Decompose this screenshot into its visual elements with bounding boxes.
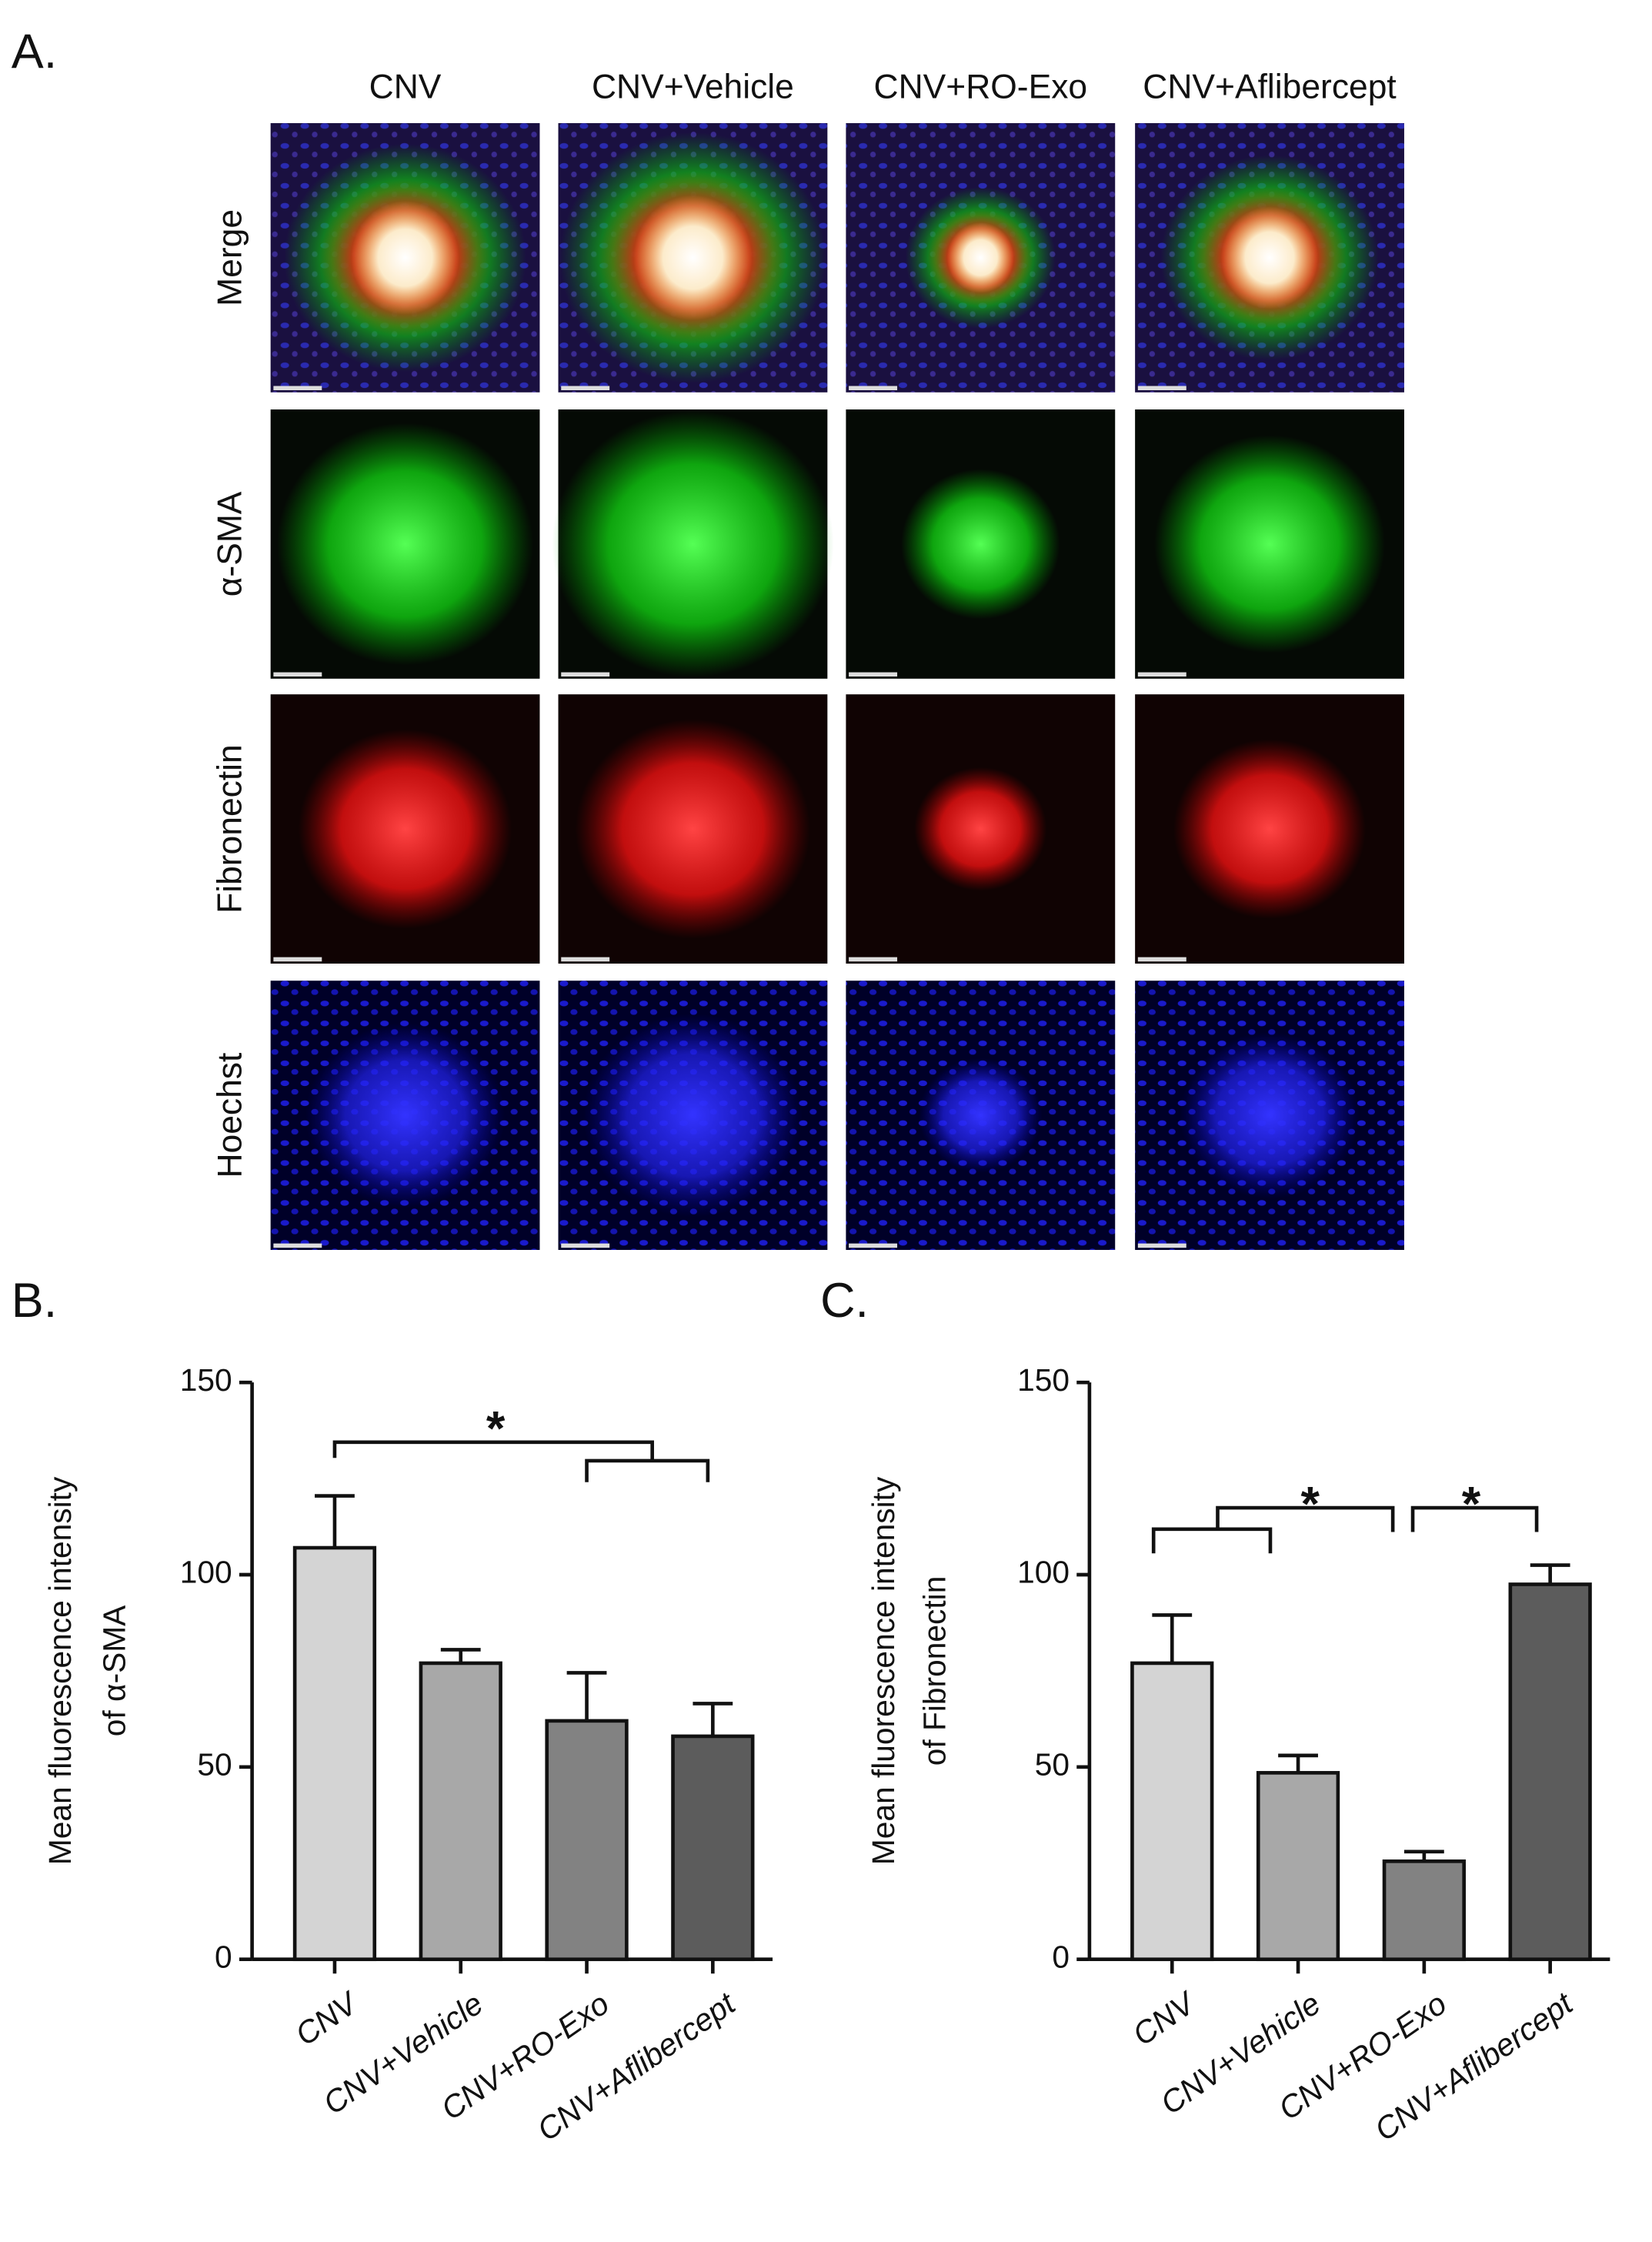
row-label: α-SMA xyxy=(211,491,249,596)
micrograph xyxy=(1135,981,1404,1251)
micrograph xyxy=(558,694,828,964)
stain-red xyxy=(575,719,811,939)
micrograph xyxy=(1135,122,1404,393)
y-axis-label: Mean fluorescence intensity xyxy=(42,1476,78,1865)
stain-overlap xyxy=(633,195,753,321)
x-tick-label: CNV xyxy=(1126,1984,1203,2053)
stain-green xyxy=(552,410,834,677)
y-tick-label: 50 xyxy=(1035,1747,1070,1783)
micrograph xyxy=(558,981,828,1251)
significance-star: * xyxy=(486,1402,506,1456)
column-header: CNV+Aflibercept xyxy=(1143,68,1397,105)
column-header: CNV xyxy=(369,68,442,105)
significance-star: * xyxy=(1301,1478,1320,1532)
bar xyxy=(1382,1859,1466,1962)
y-axis-label: Mean fluorescence intensity xyxy=(866,1476,901,1865)
y-tick-label: 100 xyxy=(180,1555,232,1590)
y-axis-label: of α-SMA xyxy=(97,1605,132,1736)
stain-overlap xyxy=(351,200,459,315)
significance-star: * xyxy=(1462,1478,1481,1532)
y-tick-label: 100 xyxy=(1017,1555,1070,1590)
stain-red xyxy=(914,767,1047,891)
charts: B. Mean fluorescence intensity of α-SMA 0 50… xyxy=(12,1274,1610,2148)
bar xyxy=(1508,1582,1592,1962)
bar xyxy=(1130,1661,1214,1962)
micrograph xyxy=(846,981,1116,1251)
y-tick-label: 150 xyxy=(180,1362,232,1398)
y-tick-label: 0 xyxy=(1052,1939,1070,1974)
micrograph xyxy=(270,409,540,679)
micrograph xyxy=(270,981,540,1251)
significance-bracket xyxy=(1216,1505,1395,1532)
stain-green xyxy=(276,423,534,666)
micrograph xyxy=(270,694,540,964)
stain-blue xyxy=(1180,1031,1360,1199)
significance-bracket xyxy=(585,1458,710,1482)
bar-chart: B. Mean fluorescence intensity of α-SMA 0 50… xyxy=(12,1274,773,2148)
panel-label: A. xyxy=(12,25,57,79)
bar-chart: C. Mean fluorescence intensity of Fibronec… xyxy=(820,1274,1610,2148)
bar xyxy=(419,1661,502,1962)
row-label: Hoechst xyxy=(211,1052,249,1178)
y-tick-label: 150 xyxy=(1017,1362,1070,1398)
stain-blue xyxy=(918,1058,1043,1173)
micrograph xyxy=(846,694,1116,964)
bar xyxy=(545,1719,629,1962)
micrograph xyxy=(270,122,540,393)
stain-red xyxy=(298,729,512,929)
column-header: CNV+Vehicle xyxy=(592,68,794,105)
micrograph xyxy=(1135,694,1404,964)
micrograph xyxy=(846,122,1116,393)
micrograph xyxy=(1135,409,1404,679)
significance-bracket xyxy=(1151,1527,1273,1554)
micrograph xyxy=(846,409,1116,679)
stain-red xyxy=(1173,739,1366,919)
stain-overlap xyxy=(1220,206,1319,309)
bar xyxy=(671,1734,755,1962)
column-header: CNV+RO-Exo xyxy=(874,68,1088,105)
panel-a: A. CNV CNV+Vehicle CNV+RO-Exo CNV+Aflibercep… xyxy=(12,25,1404,1251)
stain-blue xyxy=(582,1013,803,1218)
y-tick-label: 0 xyxy=(215,1939,232,1974)
panel-label: C. xyxy=(820,1274,869,1328)
row-label: Fibronectin xyxy=(211,744,249,914)
x-tick-label: CNV xyxy=(289,1984,365,2053)
bar xyxy=(292,1545,377,1962)
y-axis-label: of Fibronectin xyxy=(917,1576,953,1766)
panel-label: B. xyxy=(12,1274,57,1328)
y-tick-label: 50 xyxy=(197,1747,232,1783)
row-label: Merge xyxy=(211,209,249,306)
significance-bracket xyxy=(332,1440,655,1461)
bar xyxy=(1256,1771,1340,1962)
stain-green xyxy=(901,469,1060,620)
stain-blue xyxy=(305,1022,506,1208)
micrograph xyxy=(552,409,834,679)
micrograph xyxy=(558,122,828,393)
stain-green xyxy=(1154,435,1385,653)
stain-overlap xyxy=(946,222,1014,293)
significance-bracket xyxy=(1410,1505,1539,1532)
